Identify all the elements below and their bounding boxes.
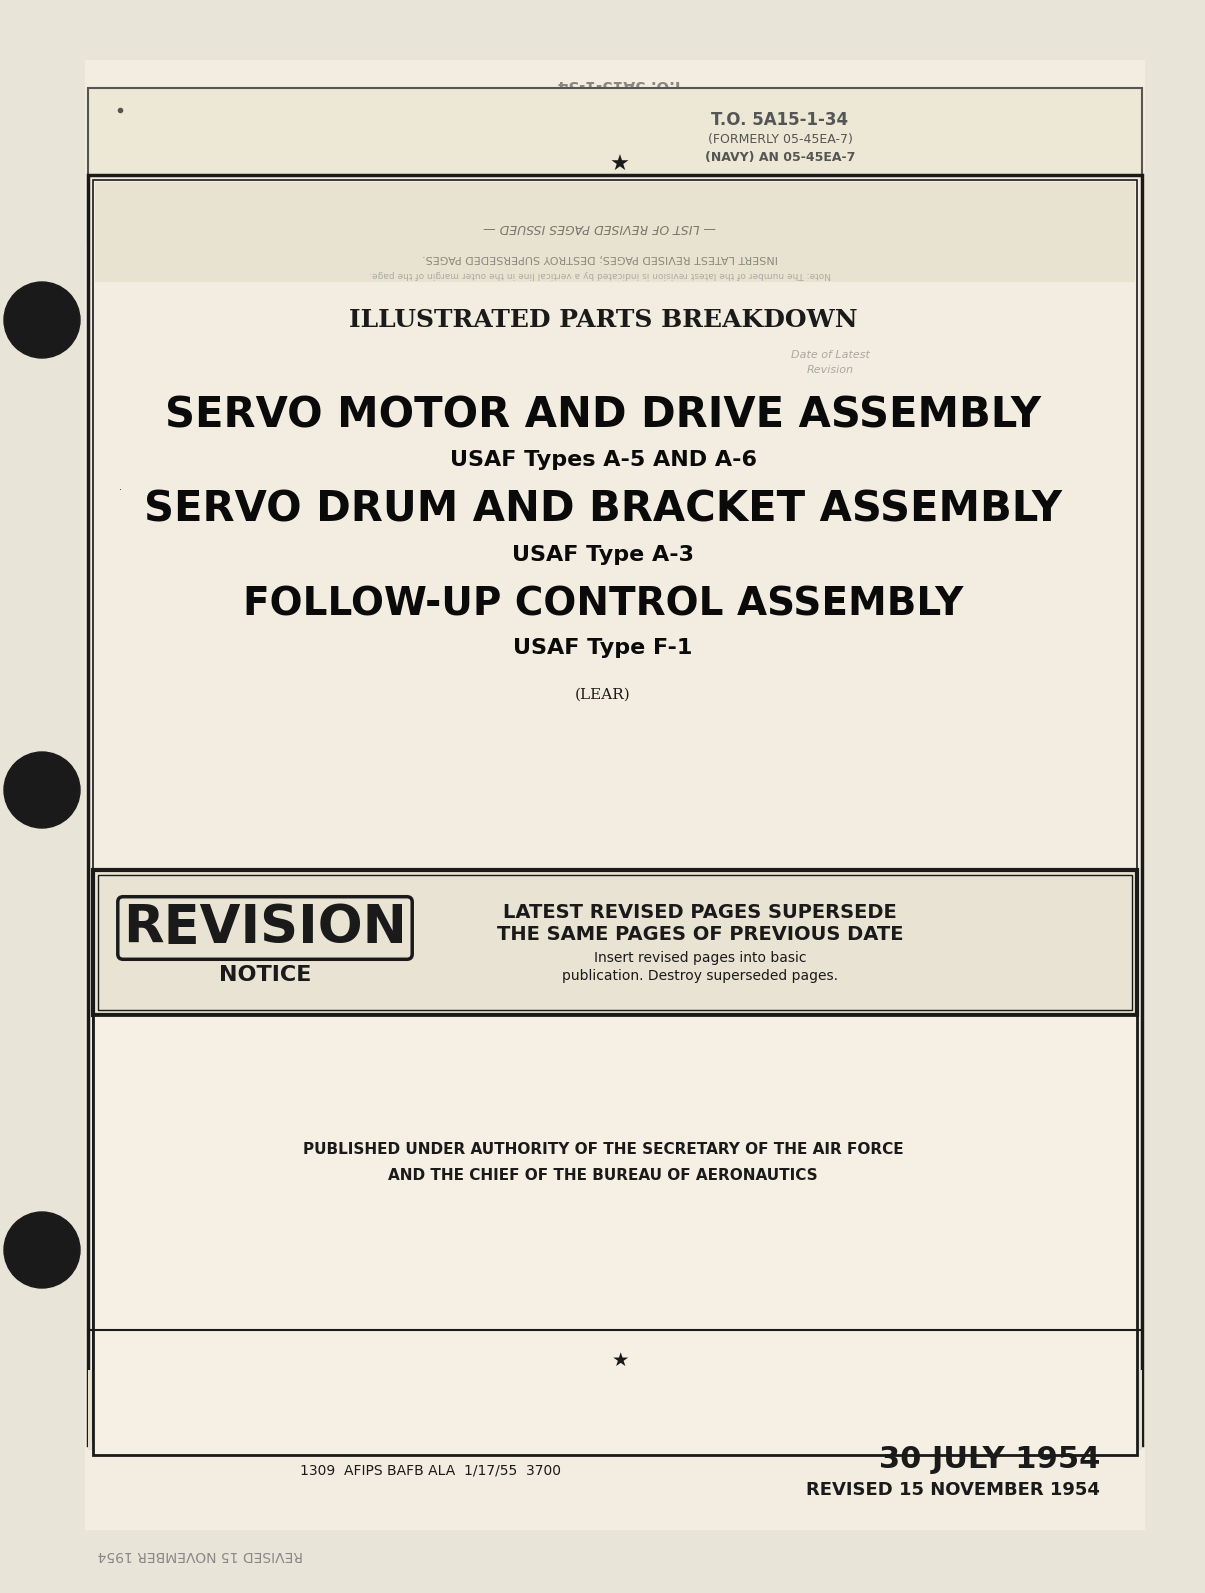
Circle shape [4, 1212, 80, 1289]
Text: Date of Latest: Date of Latest [790, 350, 870, 360]
Bar [88, 88, 1142, 244]
Text: 30 JULY 1954: 30 JULY 1954 [878, 1445, 1100, 1475]
Text: REVISION: REVISION [123, 902, 407, 954]
Text: REVISED 15 NOVEMBER 1954: REVISED 15 NOVEMBER 1954 [98, 1548, 302, 1563]
Text: ILLUSTRATED PARTS BREAKDOWN: ILLUSTRATED PARTS BREAKDOWN [348, 307, 857, 331]
Text: — LIST OF REVISED PAGES ISSUED —: — LIST OF REVISED PAGES ISSUED — [483, 221, 717, 234]
Text: publication. Destroy superseded pages.: publication. Destroy superseded pages. [562, 969, 837, 983]
Text: ★: ★ [611, 1351, 629, 1370]
Text: FOLLOW-UP CONTROL ASSEMBLY: FOLLOW-UP CONTROL ASSEMBLY [243, 586, 963, 624]
Text: Note: The number of the latest revision is indicated by a vertical line in the o: Note: The number of the latest revision … [369, 271, 831, 279]
Text: USAF Types A-5 AND A-6: USAF Types A-5 AND A-6 [449, 449, 757, 470]
Text: PUBLISHED UNDER AUTHORITY OF THE SECRETARY OF THE AIR FORCE: PUBLISHED UNDER AUTHORITY OF THE SECRETA… [302, 1142, 904, 1158]
Bar [93, 180, 1138, 1440]
Text: INSERT LATEST REVISED PAGES; DESTROY SUPERSEDED PAGES.: INSERT LATEST REVISED PAGES; DESTROY SUP… [422, 253, 778, 263]
Circle shape [4, 752, 80, 828]
Text: USAF Type A-3: USAF Type A-3 [512, 545, 694, 566]
Bar [93, 1015, 1138, 1454]
Text: SERVO MOTOR AND DRIVE ASSEMBLY: SERVO MOTOR AND DRIVE ASSEMBLY [165, 393, 1041, 436]
Text: T.O. 5A15-1-34: T.O. 5A15-1-34 [711, 112, 848, 129]
Text: AND THE CHIEF OF THE BUREAU OF AERONAUTICS: AND THE CHIEF OF THE BUREAU OF AERONAUTI… [388, 1168, 818, 1182]
Text: ADDITIONAL COPIES OF THIS PUBLICATION MAY BE OBTAINED AS FOLLOWS:: ADDITIONAL COPIES OF THIS PUBLICATION MA… [389, 1395, 811, 1405]
Bar [98, 875, 1131, 1010]
Bar [88, 1370, 1142, 1450]
Text: (LEAR): (LEAR) [575, 688, 631, 703]
Text: THE SAME PAGES OF PREVIOUS DATE: THE SAME PAGES OF PREVIOUS DATE [496, 926, 904, 945]
Text: (NAVY) AN 05-45EA-7: (NAVY) AN 05-45EA-7 [705, 151, 856, 164]
Bar [88, 175, 1142, 1445]
Text: USAF Type F-1: USAF Type F-1 [513, 639, 693, 658]
Text: REVISED 15 NOVEMBER 1954: REVISED 15 NOVEMBER 1954 [806, 1481, 1100, 1499]
Text: (FORMERLY 05-45EA-7): (FORMERLY 05-45EA-7) [707, 134, 852, 147]
Bar [93, 870, 1138, 1015]
Bar [95, 182, 1135, 282]
Text: Revision: Revision [806, 365, 853, 374]
Circle shape [4, 282, 80, 358]
Text: T.O. 5A15-1-34: T.O. 5A15-1-34 [558, 78, 682, 92]
Text: 1309  AFIPS BAFB ALA  1/17/55  3700: 1309 AFIPS BAFB ALA 1/17/55 3700 [300, 1462, 562, 1477]
Text: ★: ★ [610, 155, 630, 175]
Text: LATEST REVISED PAGES SUPERSEDE: LATEST REVISED PAGES SUPERSEDE [504, 903, 897, 921]
Text: NOTICE: NOTICE [219, 965, 311, 984]
Text: SERVO DRUM AND BRACKET ASSEMBLY: SERVO DRUM AND BRACKET ASSEMBLY [145, 489, 1062, 530]
Bar [86, 61, 1145, 1529]
Text: Insert revised pages into basic: Insert revised pages into basic [594, 951, 806, 965]
